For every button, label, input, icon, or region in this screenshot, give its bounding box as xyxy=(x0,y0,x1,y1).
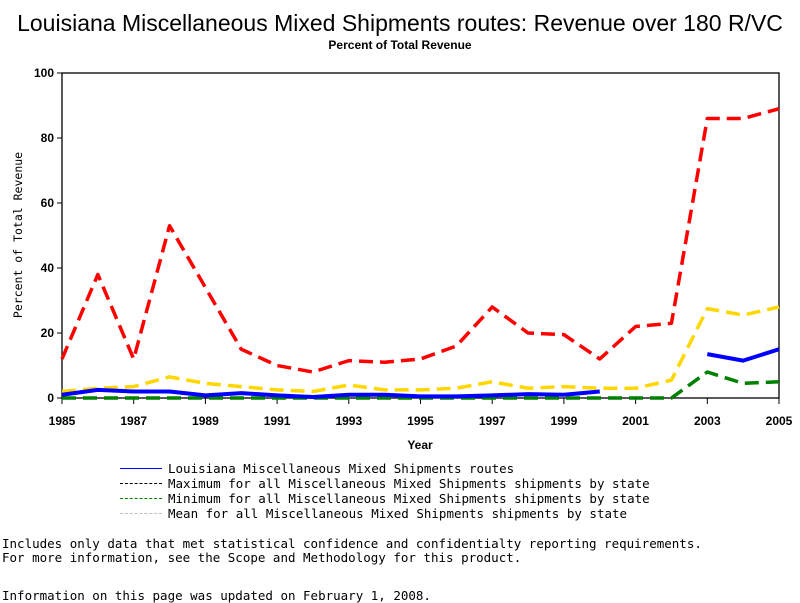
legend-item: Minimum for all Miscellaneous Mixed Ship… xyxy=(120,491,650,506)
x-tick-label: 1993 xyxy=(335,414,362,428)
series-line-3 xyxy=(61,305,780,394)
y-tick-label: 20 xyxy=(41,326,55,340)
x-tick-label: 2003 xyxy=(694,414,721,428)
y-tick-label: 60 xyxy=(41,196,55,210)
x-tick-label: 1989 xyxy=(192,414,219,428)
y-tick-label: 100 xyxy=(34,66,54,80)
plot-frame xyxy=(61,72,780,399)
series-line-0 xyxy=(706,347,780,363)
x-tick-label: 2005 xyxy=(766,414,793,428)
note-methodology: For more information, see the Scope and … xyxy=(2,550,522,565)
note-updated: Information on this page was updated on … xyxy=(2,588,431,603)
y-tick-label: 80 xyxy=(41,131,55,145)
legend-label: Louisiana Miscellaneous Mixed Shipments … xyxy=(168,461,515,476)
legend-item: Mean for all Miscellaneous Mixed Shipmen… xyxy=(120,506,650,521)
x-tick-label: 2001 xyxy=(622,414,649,428)
x-tick-label: 1999 xyxy=(551,414,578,428)
chart-title: Louisiana Miscellaneous Mixed Shipments … xyxy=(17,10,783,36)
series-line-1 xyxy=(60,107,780,374)
legend-label: Minimum for all Miscellaneous Mixed Ship… xyxy=(168,491,650,506)
line-chart: 0 20 40 60 80 100 1985 1987 1989 1991 1993 1995 1997… xyxy=(11,66,793,452)
y-tick-label: 0 xyxy=(47,391,54,405)
legend-label: Maximum for all Miscellaneous Mixed Ship… xyxy=(168,476,650,491)
legend-item: Louisiana Miscellaneous Mixed Shipments … xyxy=(120,461,650,476)
legend-swatch xyxy=(120,513,162,514)
x-tick-label: 1997 xyxy=(479,414,506,428)
legend-swatch xyxy=(120,468,162,469)
y-tick-label: 40 xyxy=(41,261,55,275)
series-line-0 xyxy=(61,387,600,400)
legend: Louisiana Miscellaneous Mixed Shipments … xyxy=(120,461,650,521)
chart-subtitle: Percent of Total Revenue xyxy=(328,38,472,52)
x-tick-label: 1995 xyxy=(407,414,434,428)
x-tick-label: 1991 xyxy=(264,414,291,428)
note-confidence: Includes only data that met statistical … xyxy=(2,536,702,551)
y-axis-label: Percent of Total Revenue xyxy=(11,152,25,318)
x-tick-label: 1985 xyxy=(49,414,76,428)
legend-item: Maximum for all Miscellaneous Mixed Ship… xyxy=(120,476,650,491)
legend-swatch xyxy=(120,498,162,499)
legend-swatch xyxy=(120,483,162,484)
legend-label: Mean for all Miscellaneous Mixed Shipmen… xyxy=(168,506,628,521)
x-tick-label: 1987 xyxy=(120,414,147,428)
x-axis-label: Year xyxy=(407,438,433,452)
